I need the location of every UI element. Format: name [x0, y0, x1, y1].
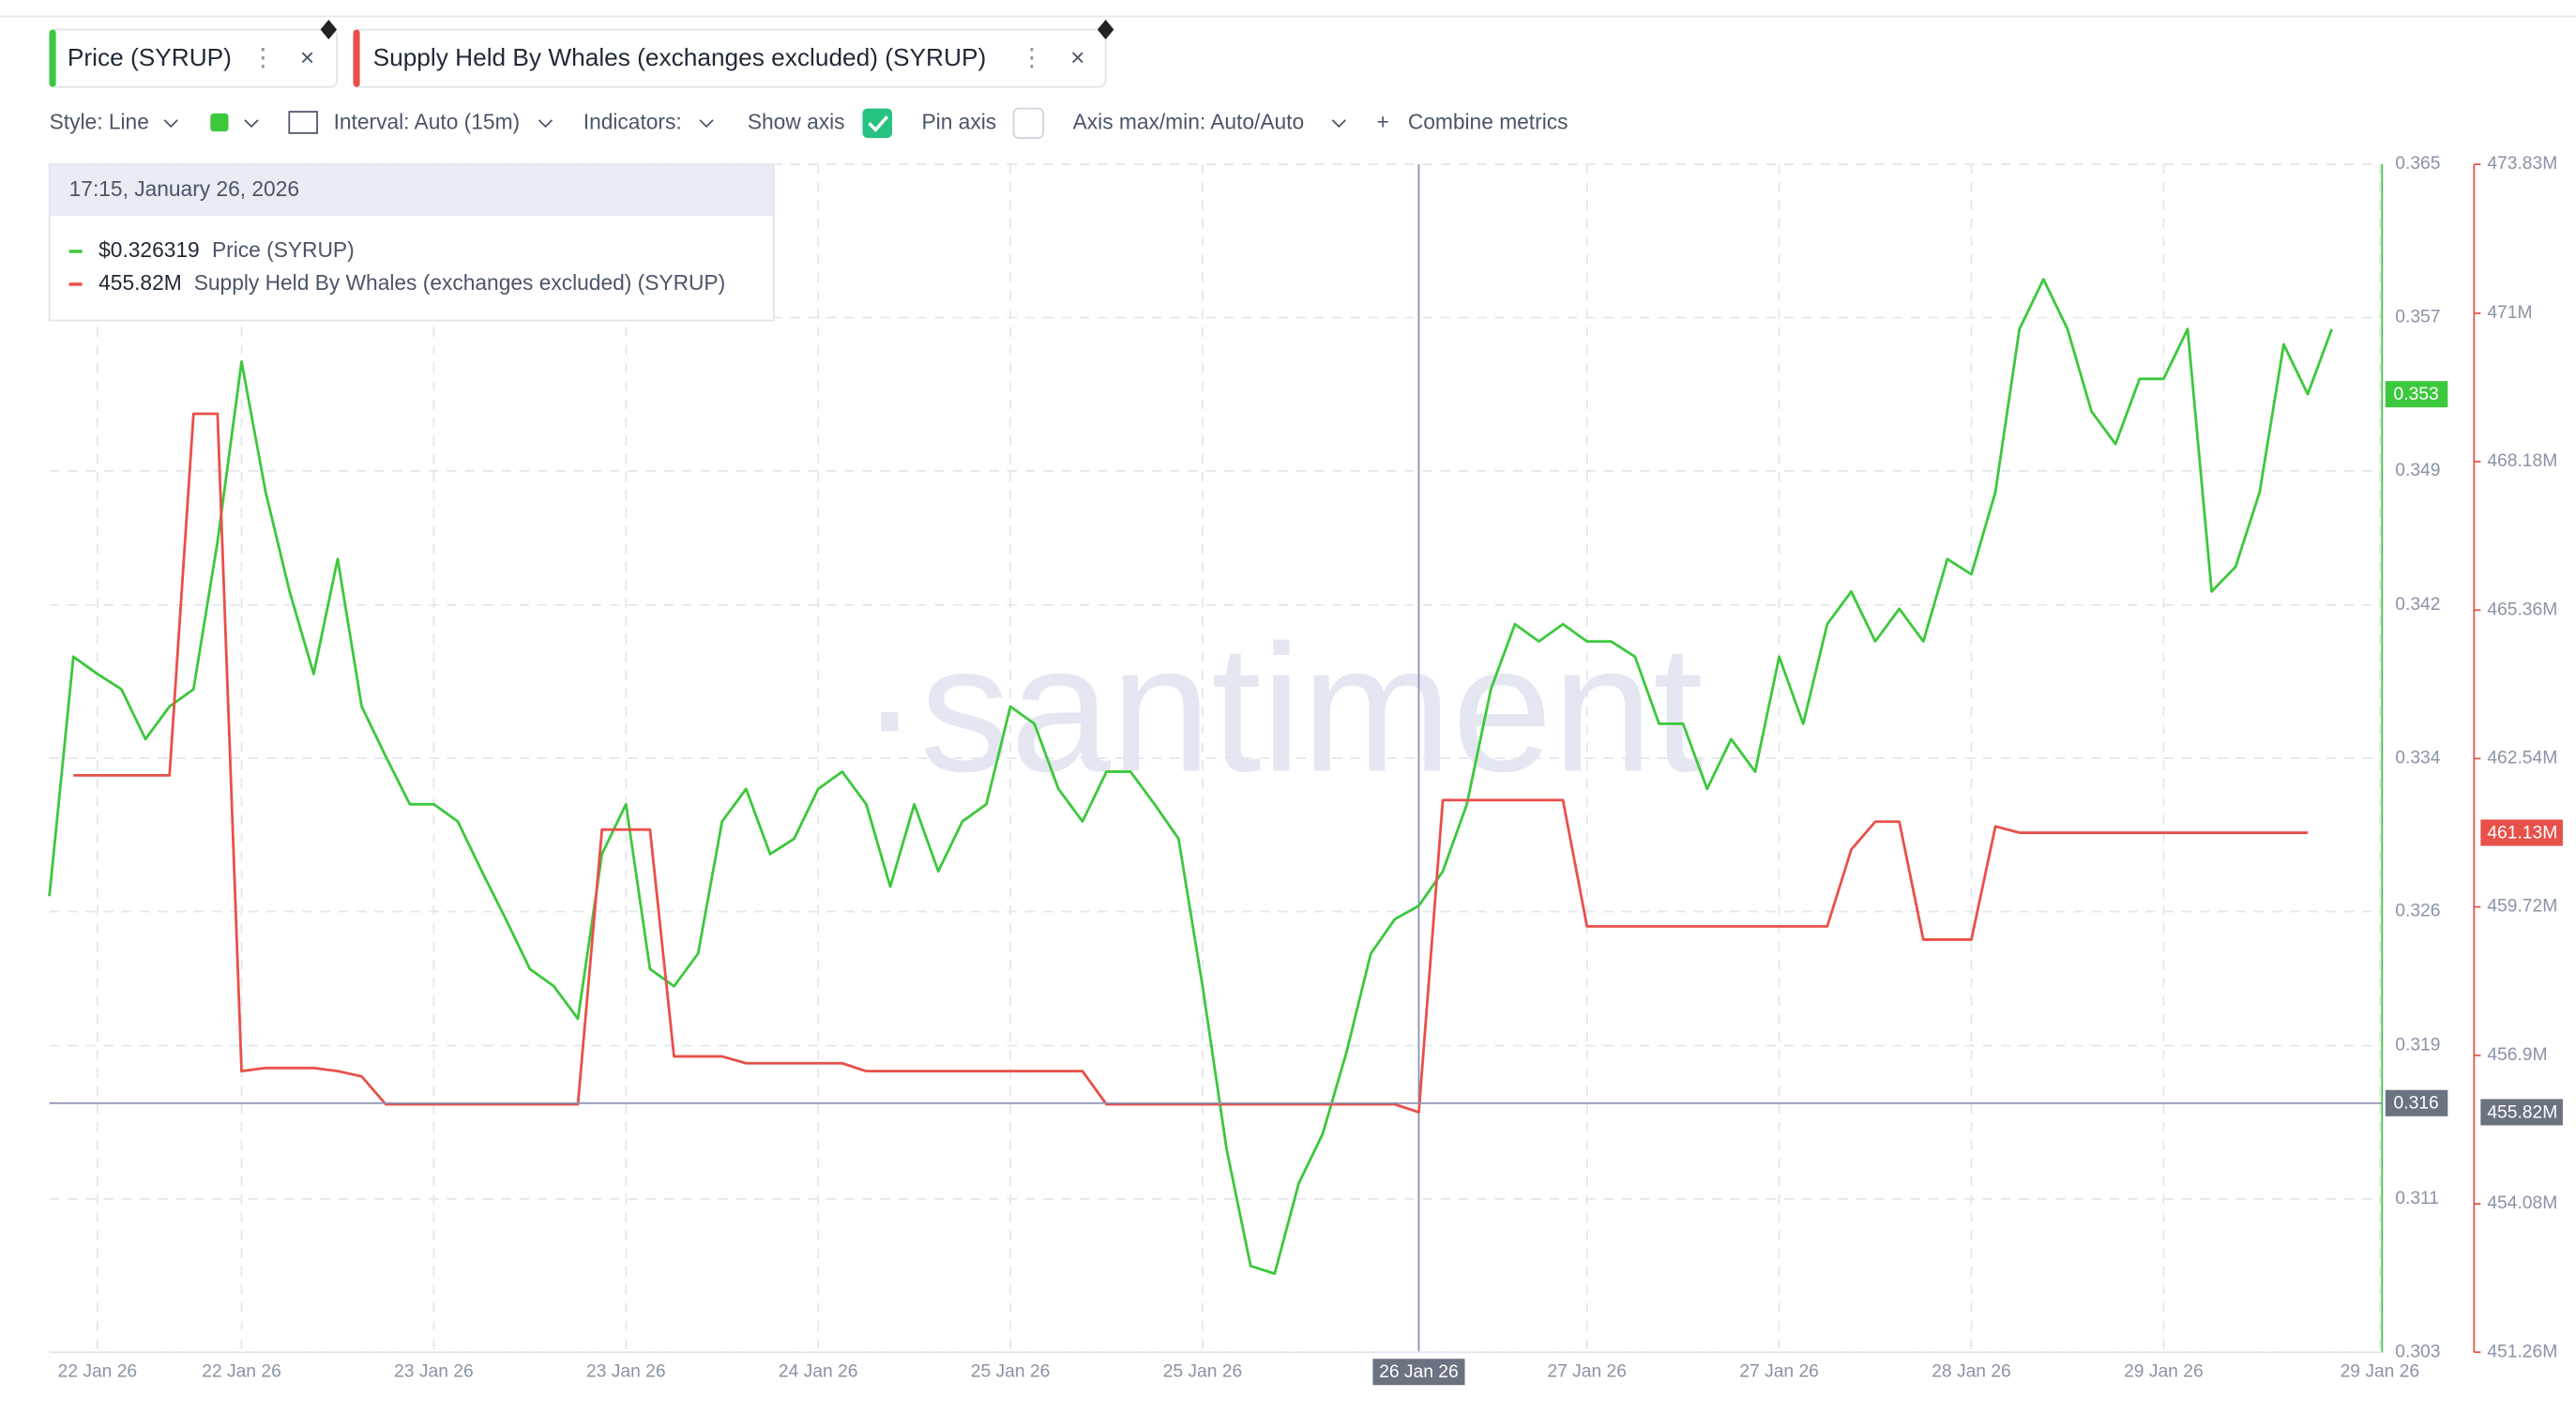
tab-label: Price (SYRUP) — [68, 43, 232, 71]
x-tick-label: 24 Jan 26 — [779, 1361, 858, 1381]
last-value-box — [2480, 819, 2563, 846]
crosshair-y2-label: 455.82M — [2487, 1102, 2557, 1122]
x-tick-label: 23 Jan 26 — [394, 1361, 474, 1381]
indicators-button[interactable]: Indicators: — [583, 109, 682, 133]
tab-label: Supply Held By Whales (exchanges exclude… — [373, 43, 987, 71]
x-tick-label: 28 Jan 26 — [1932, 1361, 2011, 1381]
y2-tick-label: 459.72M — [2487, 897, 2557, 917]
svg-text:×: × — [300, 43, 314, 71]
crosshair-y2-box — [2480, 1099, 2563, 1126]
last-value-box — [2385, 381, 2448, 408]
x-tick-label: 22 Jan 26 — [202, 1361, 281, 1381]
y-tick-label: 0.365 — [2395, 154, 2440, 174]
combine-button[interactable]: Combine metrics — [1408, 109, 1568, 133]
svg-text:⋮: ⋮ — [250, 43, 275, 71]
watermark: ·santiment — [859, 607, 1703, 809]
interval-button[interactable]: Interval: Auto (15m) — [334, 109, 521, 133]
pin-axis-label[interactable]: Pin axis — [921, 109, 996, 133]
x-tick-label: 23 Jan 26 — [586, 1361, 666, 1381]
axis-minmax-button[interactable]: Axis max/min: Auto/Auto — [1073, 109, 1305, 133]
tooltip-name: Supply Held By Whales (exchanges exclude… — [194, 270, 725, 295]
last-value-label: 0.353 — [2394, 385, 2439, 404]
y2-tick-label: 456.9M — [2487, 1045, 2547, 1065]
y-tick-label: 0.303 — [2395, 1342, 2440, 1361]
style-button[interactable]: Style: Line — [50, 109, 149, 133]
color-picker[interactable] — [210, 113, 229, 132]
crosshair-x-label: 26 Jan 26 — [1379, 1362, 1459, 1382]
svg-text:+: + — [1377, 109, 1389, 133]
svg-text:×: × — [1070, 43, 1084, 71]
x-tick-label: 22 Jan 26 — [58, 1361, 138, 1381]
y-tick-label: 0.342 — [2395, 595, 2440, 615]
toolbar: Style: Line Interval: Auto (15m) Indicat… — [50, 107, 1568, 139]
series-line — [73, 412, 2309, 1114]
show-axis-label[interactable]: Show axis — [748, 109, 845, 133]
x-tick-label: 25 Jan 26 — [971, 1361, 1051, 1381]
y-tick-label: 0.319 — [2395, 1036, 2440, 1056]
last-value-label: 461.13M — [2487, 824, 2557, 843]
pin-axis-checkbox[interactable] — [1012, 107, 1044, 139]
y2-tick-label: 451.26M — [2487, 1342, 2557, 1361]
y2-tick-label: 473.83M — [2487, 154, 2557, 174]
metric-tab[interactable]: Supply Held By Whales (exchanges exclude… — [352, 28, 1107, 88]
y-tick-label: 0.334 — [2395, 748, 2440, 767]
y2-tick-label: 471M — [2487, 303, 2532, 323]
y-tick-label: 0.349 — [2395, 461, 2440, 480]
y2-tick-label: 465.36M — [2487, 600, 2557, 619]
y-tick-label: 0.326 — [2395, 902, 2440, 921]
crosshair-x-box — [1372, 1359, 1465, 1386]
y-tick-label: 0.311 — [2395, 1189, 2439, 1208]
tooltip-name: Price (SYRUP) — [212, 237, 355, 262]
series-line — [48, 278, 2333, 1275]
crosshair-y-box — [2385, 1089, 2448, 1117]
y2-tick-label: 454.08M — [2487, 1193, 2557, 1213]
svg-text:⋮: ⋮ — [1020, 43, 1044, 71]
x-tick-label: 29 Jan 26 — [2341, 1361, 2420, 1381]
x-tick-label: 29 Jan 26 — [2124, 1361, 2204, 1381]
tooltip-value: $0.326319 — [98, 237, 200, 262]
x-tick-label: 25 Jan 26 — [1163, 1361, 1243, 1381]
tooltip-title: 17:15, January 26, 2026 — [69, 176, 299, 201]
x-tick-label: 27 Jan 26 — [1547, 1361, 1627, 1381]
x-tick-label: 27 Jan 26 — [1739, 1361, 1819, 1381]
tooltip: 17:15, January 26, 2026 $0.326319 Price … — [48, 163, 775, 322]
y2-tick-label: 462.54M — [2487, 749, 2557, 768]
y2-tick-label: 468.18M — [2487, 451, 2557, 471]
tooltip-value: 455.82M — [98, 270, 182, 295]
crosshair-y-label: 0.316 — [2394, 1094, 2439, 1114]
metric-tab[interactable]: Price (SYRUP) ⋮ × — [48, 28, 338, 88]
y-tick-label: 0.357 — [2395, 308, 2440, 327]
show-axis-checkbox[interactable] — [862, 108, 892, 139]
